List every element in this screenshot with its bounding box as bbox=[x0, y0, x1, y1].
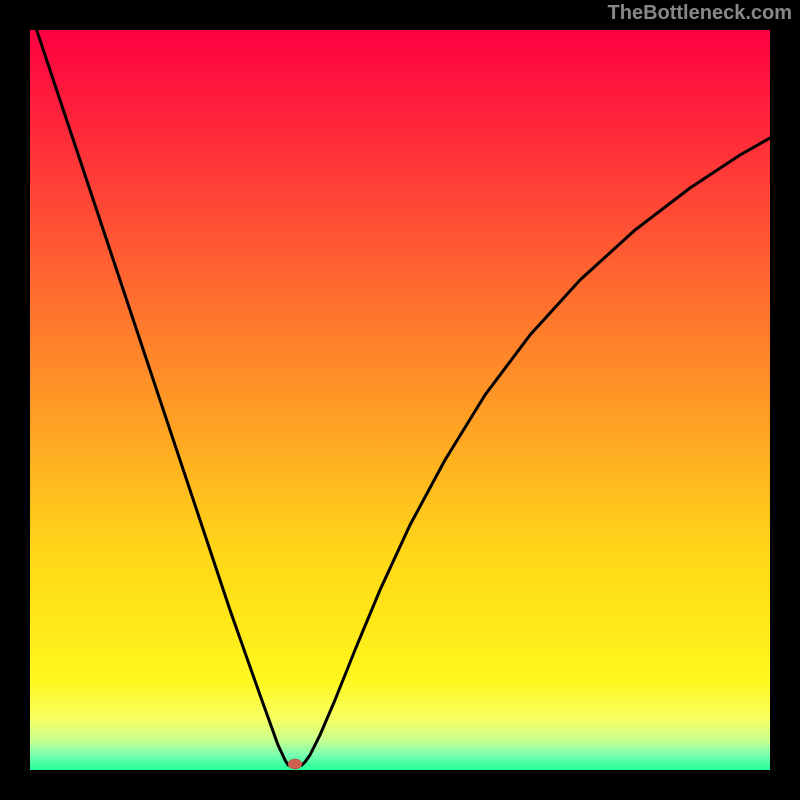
minimum-marker bbox=[288, 759, 302, 769]
chart-svg-layer bbox=[30, 30, 770, 770]
watermark-text: TheBottleneck.com bbox=[608, 2, 792, 25]
chart-plot-area bbox=[30, 30, 770, 770]
bottleneck-curve bbox=[30, 30, 770, 766]
